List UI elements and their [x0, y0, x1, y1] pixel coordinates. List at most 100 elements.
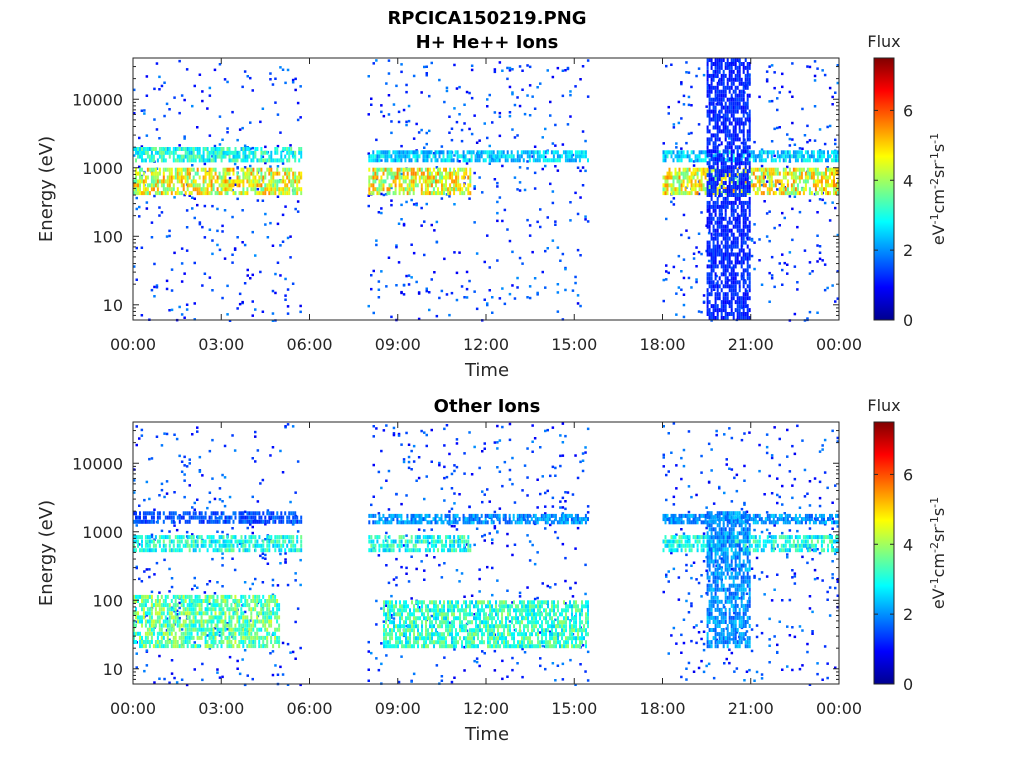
heatmap-cell — [724, 244, 727, 249]
heatmap-speck — [387, 581, 391, 585]
heatmap-speck — [133, 491, 136, 494]
heatmap-speck — [796, 424, 799, 428]
heatmap-cell — [202, 191, 205, 196]
heatmap-cell — [748, 276, 751, 281]
heatmap-speck — [765, 528, 769, 532]
heatmap-speck — [702, 560, 706, 563]
heatmap-speck — [662, 465, 665, 468]
heatmap-cell — [404, 167, 407, 172]
heatmap-cell — [676, 191, 679, 196]
heatmap-cell — [260, 171, 263, 176]
heatmap-cell — [194, 183, 197, 188]
heatmap-speck — [811, 630, 814, 633]
heatmap-cell — [714, 256, 717, 261]
heatmap-cell — [178, 154, 181, 159]
heatmap-speck — [760, 164, 764, 168]
heatmap-speck — [246, 75, 249, 78]
heatmap-cell — [408, 158, 411, 163]
heatmap-cell — [398, 154, 401, 159]
heatmap-cell — [744, 179, 747, 184]
heatmap-cell — [742, 177, 745, 182]
heatmap-speck — [392, 617, 396, 620]
heatmap-speck — [581, 184, 585, 187]
heatmap-cell — [742, 232, 745, 237]
heatmap-cell — [440, 158, 443, 163]
heatmap-cell — [768, 167, 771, 172]
heatmap-cell — [736, 260, 739, 265]
heatmap-cell — [453, 179, 456, 184]
heatmap-speck — [768, 617, 771, 621]
heatmap-speck — [561, 542, 565, 546]
heatmap-speck — [579, 304, 582, 308]
heatmap-speck — [569, 93, 572, 97]
heatmap-cell — [710, 312, 713, 316]
heatmap-speck — [367, 304, 370, 308]
heatmap-cell — [172, 183, 175, 188]
heatmap-speck — [231, 261, 234, 264]
heatmap-cell — [730, 153, 733, 158]
heatmap-cell — [736, 65, 739, 70]
heatmap-cell — [220, 158, 223, 163]
heatmap-cell — [748, 280, 751, 285]
heatmap-cell — [712, 268, 715, 273]
heatmap-cell — [732, 158, 735, 163]
heatmap-cell — [710, 284, 713, 289]
heatmap-cell — [288, 158, 291, 163]
heatmap-speck — [266, 236, 270, 239]
heatmap-speck — [803, 134, 807, 137]
heatmap-cell — [714, 228, 717, 233]
heatmap-cell — [680, 158, 683, 163]
heatmap-cell — [742, 216, 745, 221]
heatmap-speck — [781, 484, 784, 488]
heatmap-speck — [526, 218, 529, 222]
heatmap-speck — [834, 142, 837, 146]
heatmap-cell — [770, 183, 773, 188]
heatmap-cell — [570, 154, 573, 159]
heatmap-cell — [420, 191, 423, 196]
heatmap-cell — [474, 154, 477, 159]
heatmap-cell — [236, 150, 239, 155]
heatmap-cell — [706, 200, 709, 205]
heatmap-cell — [716, 101, 719, 106]
heatmap-cell — [135, 187, 137, 192]
heatmap-cell — [792, 171, 795, 176]
heatmap-speck — [826, 286, 829, 290]
heatmap-cell — [748, 77, 751, 82]
heatmap-cell — [242, 158, 245, 163]
heatmap-cell — [382, 150, 385, 155]
heatmap-cell — [400, 150, 403, 155]
heatmap-cell — [784, 167, 787, 172]
heatmap-cell — [246, 179, 249, 184]
y-tick-label: 10000 — [72, 90, 123, 109]
panel-other-ions: Other Ions 00:00 03:00 06:00 09:00 12:00 15:0… — [36, 396, 862, 745]
heatmap-cell — [406, 191, 409, 196]
heatmap-cell — [814, 191, 817, 196]
heatmap-cell — [732, 81, 735, 86]
heatmap-cell — [724, 236, 727, 241]
heatmap-speck — [788, 470, 792, 473]
heatmap-cell — [428, 150, 431, 155]
heatmap-cell — [670, 191, 673, 196]
heatmap-cell — [202, 175, 205, 180]
heatmap-cell — [744, 220, 747, 225]
heatmap-cell — [744, 280, 747, 285]
heatmap-cell — [252, 167, 255, 172]
heatmap-cell — [708, 173, 711, 178]
heatmap-cell — [706, 220, 709, 225]
heatmap-cell — [437, 191, 439, 196]
heatmap-cell — [766, 150, 769, 155]
heatmap-speck — [423, 253, 426, 257]
heatmap-cell — [726, 153, 729, 158]
heatmap-cell — [728, 169, 731, 174]
heatmap-cell — [806, 158, 809, 163]
heatmap-speck — [702, 642, 706, 646]
heatmap-cell — [772, 150, 775, 155]
heatmap-speck — [770, 64, 774, 67]
heatmap-speck — [730, 638, 734, 641]
heatmap-cell — [402, 179, 405, 184]
heatmap-speck — [539, 225, 542, 229]
heatmap-cell — [208, 158, 211, 163]
heatmap-cell — [837, 179, 839, 184]
heatmap-speck — [420, 560, 423, 563]
